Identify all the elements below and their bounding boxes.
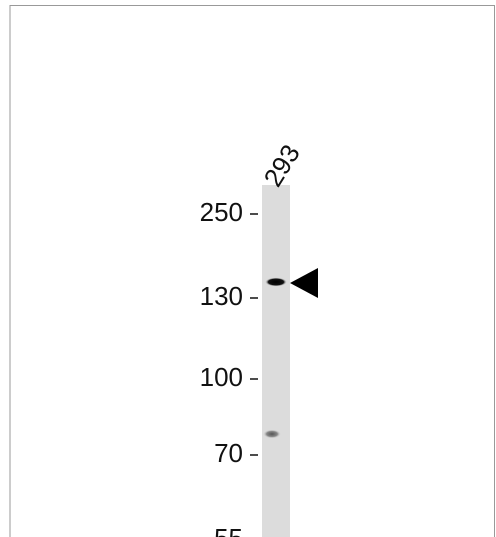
marker-label: 70: [214, 438, 243, 468]
frame: [10, 6, 495, 537]
band: [265, 278, 287, 287]
band: [263, 430, 281, 439]
marker-label: 130: [200, 281, 243, 311]
marker-label: 250: [200, 197, 243, 227]
marker-label: 55: [214, 523, 243, 537]
marker-label: 100: [200, 362, 243, 392]
lane-label: 293: [257, 139, 305, 192]
lane: [262, 185, 290, 537]
blot-figure: 293 250 130 100 70 55: [0, 0, 496, 537]
western-blot: 293 250 130 100 70 55: [0, 0, 496, 537]
marker-group: 250 130 100 70 55: [200, 197, 258, 537]
arrowhead: [290, 268, 318, 298]
